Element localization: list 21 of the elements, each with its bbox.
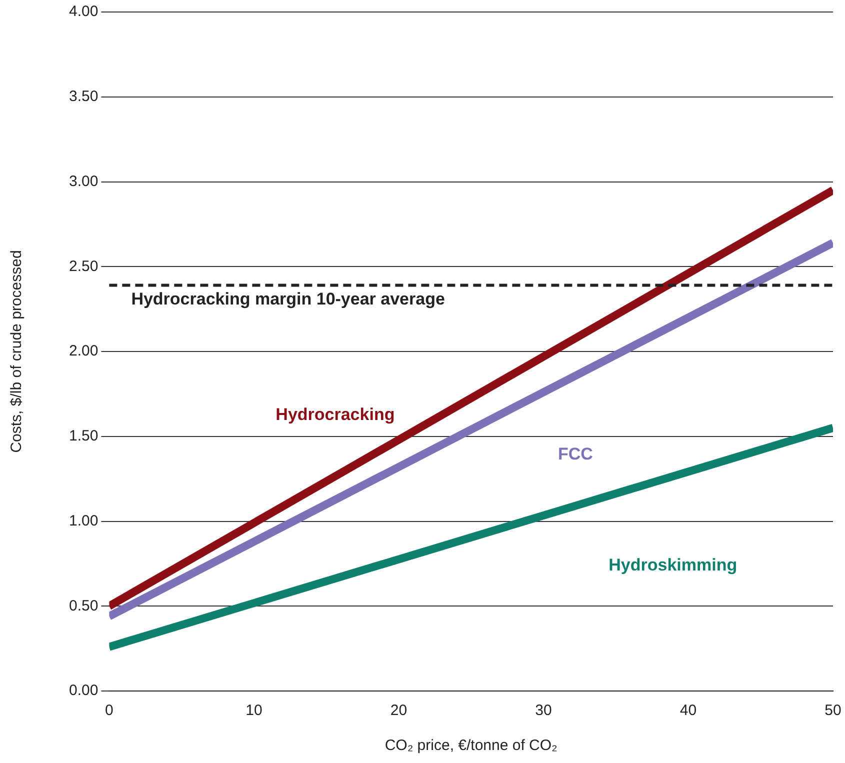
x-axis-title: CO₂ price, €/tonne of CO₂ xyxy=(384,737,558,754)
y-tick-label: 4.00 xyxy=(68,3,98,20)
y-tick-label: 0.00 xyxy=(68,682,98,700)
y-tick-label: 0.50 xyxy=(68,597,98,614)
x-tick-label: 30 xyxy=(535,702,552,720)
y-tick-label: 1.50 xyxy=(68,428,98,445)
y-tick-label: 3.00 xyxy=(68,172,98,190)
x-tick-label: 10 xyxy=(246,702,262,720)
x-tick-label: 40 xyxy=(680,702,697,720)
series-label: Hydrocracking xyxy=(276,405,395,424)
y-tick-label: 2.00 xyxy=(68,342,98,360)
y-axis-title: Costs, $/lb of crude processed xyxy=(8,250,26,453)
y-tick-label: 1.00 xyxy=(68,512,98,530)
text: Hydroskimming xyxy=(608,555,738,574)
x-tick-label: 0 xyxy=(105,702,114,720)
ref-line-label: Hydrocracking margin 10-year average xyxy=(131,289,445,308)
y-tick-label: 2.50 xyxy=(68,258,98,275)
x-tick-label: 50 xyxy=(824,702,842,720)
text: FCC xyxy=(558,444,593,464)
y-tick-label: 3.50 xyxy=(68,88,98,106)
x-tick-label: 20 xyxy=(390,702,408,720)
